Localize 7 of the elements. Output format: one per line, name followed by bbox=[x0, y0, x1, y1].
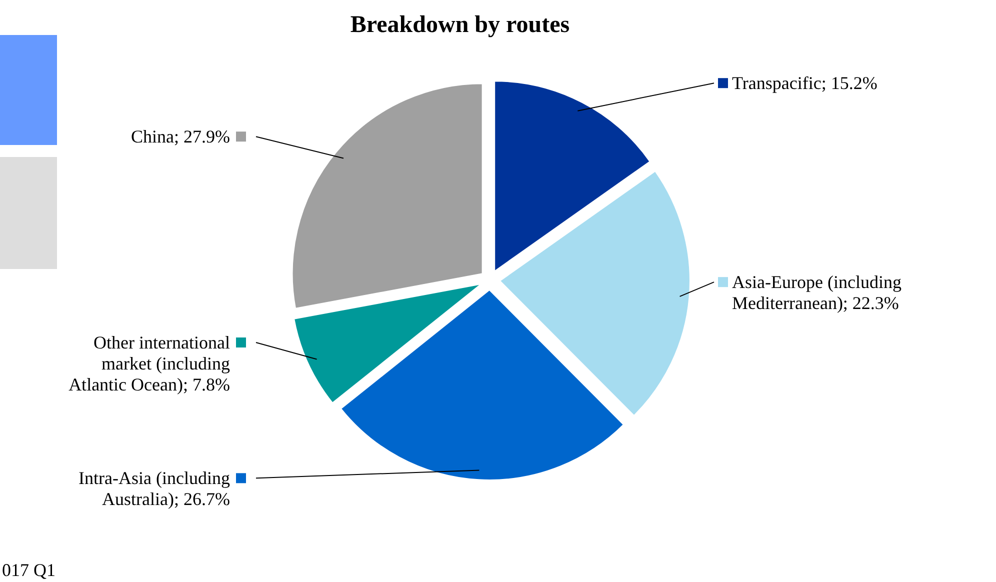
legend-label: China; 27.9% bbox=[131, 126, 230, 147]
legend-label: Other international market (including Atlantic Ocean); 7.8% bbox=[68, 332, 230, 394]
chart-title: Breakdown by routes bbox=[350, 12, 570, 38]
legend-label: Intra-Asia (including Australia); 26.7% bbox=[78, 468, 230, 510]
slice-label: Transpacific; 15.2% bbox=[732, 73, 878, 94]
text: 017 Q1 bbox=[2, 560, 56, 580]
slice-label: Asia-Europe (including Mediterranean); 22.3% bbox=[732, 272, 902, 314]
